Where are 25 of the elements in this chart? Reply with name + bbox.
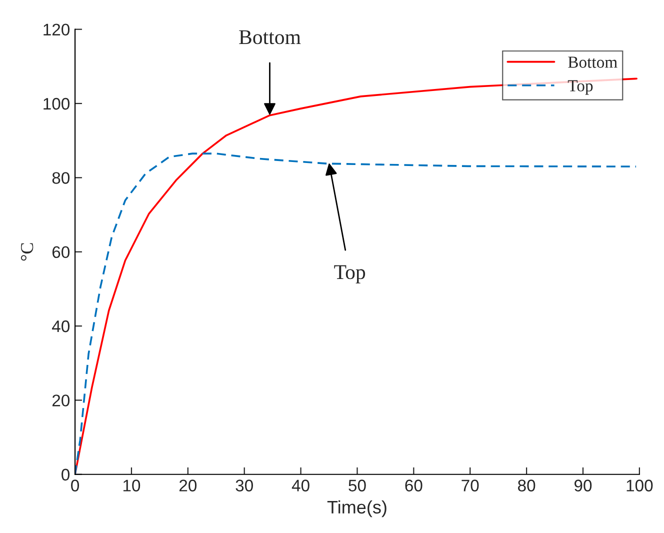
y-tick-label: 40 bbox=[52, 320, 70, 332]
y-tick-label: 120 bbox=[44, 24, 70, 36]
annotation: Top bbox=[334, 265, 366, 284]
x-tick-label: 30 bbox=[236, 480, 253, 492]
y-axis-title: °C bbox=[20, 243, 34, 261]
x-tick-label: 20 bbox=[179, 480, 197, 492]
line-series bbox=[75, 152, 637, 474]
x-tick-label: 80 bbox=[518, 480, 536, 492]
x-tick-label: 50 bbox=[348, 480, 366, 492]
x-tick-label: 60 bbox=[405, 480, 422, 492]
x-tick-label: 40 bbox=[292, 480, 310, 492]
x-axis-title: Time(s) bbox=[327, 500, 386, 518]
x-tick-label: 10 bbox=[123, 480, 140, 492]
y-tick-label: 0 bbox=[62, 468, 70, 481]
annotation: Bottom bbox=[239, 30, 301, 44]
legend-label: Top bbox=[568, 80, 593, 95]
y-tick-label: 80 bbox=[52, 172, 70, 184]
x-tick-label: 100 bbox=[626, 480, 653, 492]
legend-label: Bottom bbox=[568, 56, 618, 68]
y-tick-label: 60 bbox=[52, 246, 70, 258]
x-tick-label: 0 bbox=[71, 480, 80, 492]
y-tick-label: 20 bbox=[52, 394, 70, 406]
y-tick-label: 100 bbox=[44, 98, 70, 110]
x-tick-label: 70 bbox=[462, 480, 479, 492]
x-tick-label: 90 bbox=[574, 480, 592, 492]
